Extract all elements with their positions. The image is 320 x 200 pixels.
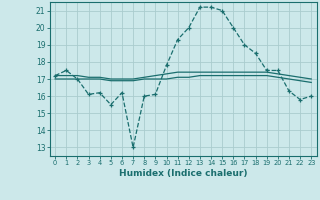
X-axis label: Humidex (Indice chaleur): Humidex (Indice chaleur) — [119, 169, 247, 178]
